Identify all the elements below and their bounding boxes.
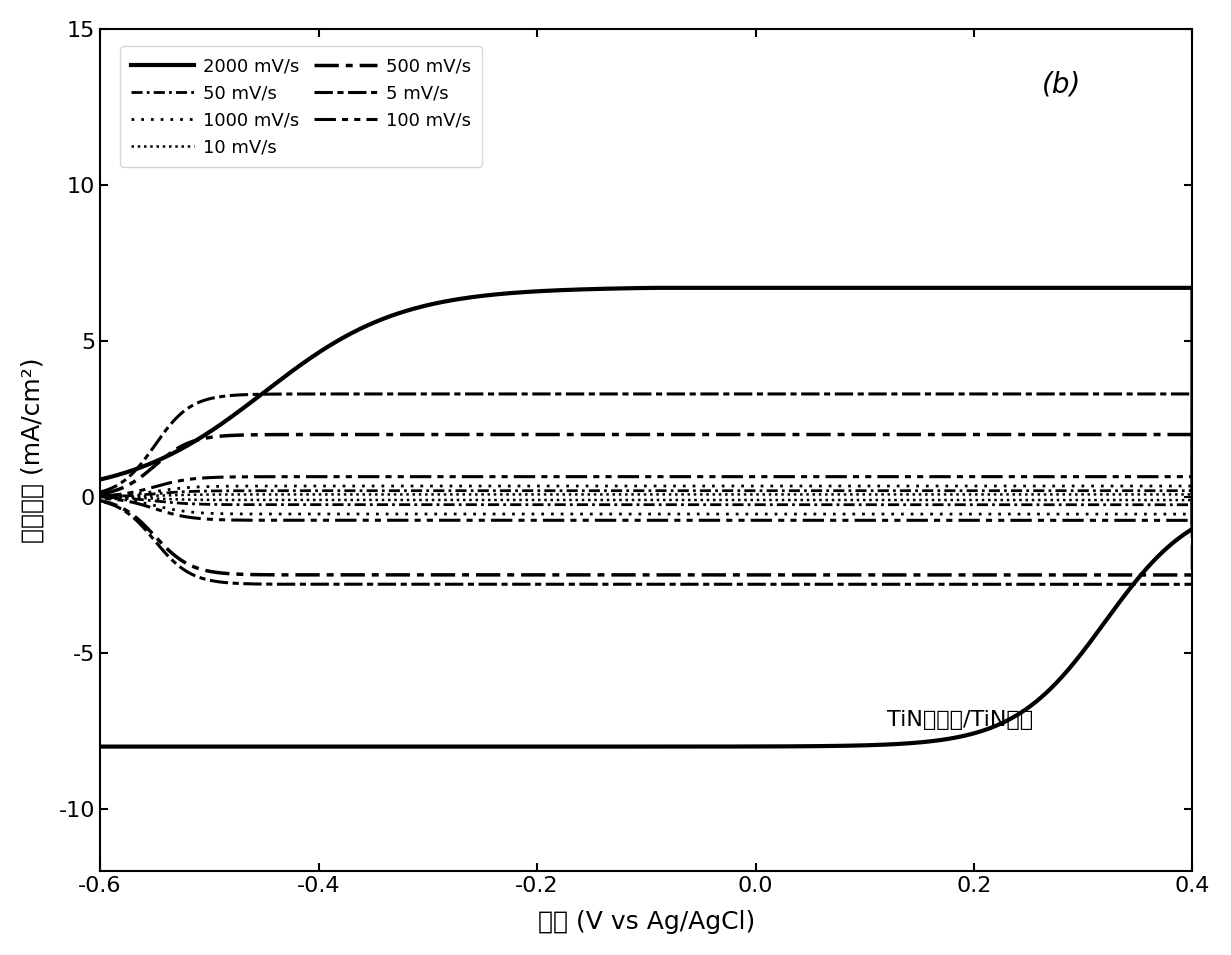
Line: 10 mV/s: 10 mV/s bbox=[100, 495, 1193, 500]
50 mV/s bbox=[92, 492, 107, 503]
500 mV/s bbox=[92, 488, 107, 499]
10 mV/s bbox=[599, 489, 614, 500]
1000 mV/s bbox=[599, 480, 614, 492]
Text: TiN集流体/TiN电极: TiN集流体/TiN电极 bbox=[886, 710, 1033, 730]
Text: (b): (b) bbox=[1041, 71, 1081, 99]
1000 mV/s bbox=[917, 480, 932, 492]
500 mV/s bbox=[92, 495, 107, 506]
50 mV/s bbox=[623, 485, 638, 497]
Line: 500 mV/s: 500 mV/s bbox=[100, 435, 1193, 575]
500 mV/s bbox=[1072, 429, 1087, 440]
500 mV/s bbox=[599, 429, 614, 440]
100 mV/s bbox=[110, 494, 124, 505]
500 mV/s bbox=[623, 429, 638, 440]
2000 mV/s bbox=[599, 283, 614, 294]
Line: 1000 mV/s: 1000 mV/s bbox=[100, 486, 1193, 514]
50 mV/s bbox=[599, 485, 614, 497]
Line: 5 mV/s: 5 mV/s bbox=[100, 394, 1193, 584]
Line: 2000 mV/s: 2000 mV/s bbox=[100, 287, 1193, 747]
100 mV/s bbox=[821, 471, 836, 482]
500 mV/s bbox=[110, 499, 124, 511]
100 mV/s bbox=[1185, 515, 1200, 526]
2000 mV/s bbox=[623, 283, 638, 294]
2000 mV/s bbox=[110, 741, 124, 753]
10 mV/s bbox=[1185, 495, 1200, 506]
500 mV/s bbox=[612, 429, 627, 440]
5 mV/s bbox=[612, 389, 627, 400]
1000 mV/s bbox=[612, 480, 627, 492]
X-axis label: 电压 (V vs Ag/AgCl): 电压 (V vs Ag/AgCl) bbox=[538, 910, 755, 934]
5 mV/s bbox=[1072, 389, 1087, 400]
50 mV/s bbox=[821, 485, 836, 497]
2000 mV/s bbox=[1072, 282, 1087, 293]
5 mV/s bbox=[821, 389, 836, 400]
50 mV/s bbox=[92, 491, 107, 502]
2000 mV/s bbox=[92, 474, 107, 485]
100 mV/s bbox=[599, 471, 614, 482]
100 mV/s bbox=[623, 471, 638, 482]
500 mV/s bbox=[1185, 569, 1200, 581]
5 mV/s bbox=[92, 496, 107, 507]
100 mV/s bbox=[1072, 471, 1087, 482]
5 mV/s bbox=[623, 389, 638, 400]
1000 mV/s bbox=[92, 491, 107, 502]
100 mV/s bbox=[92, 493, 107, 504]
50 mV/s bbox=[110, 492, 124, 503]
5 mV/s bbox=[917, 389, 932, 400]
Line: 50 mV/s: 50 mV/s bbox=[100, 491, 1193, 505]
1000 mV/s bbox=[110, 493, 124, 504]
10 mV/s bbox=[821, 489, 836, 500]
50 mV/s bbox=[1072, 485, 1087, 497]
500 mV/s bbox=[821, 429, 836, 440]
2000 mV/s bbox=[612, 283, 627, 294]
2000 mV/s bbox=[92, 741, 107, 753]
500 mV/s bbox=[917, 429, 932, 440]
50 mV/s bbox=[612, 485, 627, 497]
5 mV/s bbox=[1185, 579, 1200, 590]
10 mV/s bbox=[917, 489, 932, 500]
10 mV/s bbox=[623, 489, 638, 500]
2000 mV/s bbox=[645, 282, 660, 293]
Line: 100 mV/s: 100 mV/s bbox=[100, 477, 1193, 520]
100 mV/s bbox=[917, 471, 932, 482]
1000 mV/s bbox=[92, 492, 107, 503]
100 mV/s bbox=[92, 490, 107, 501]
1000 mV/s bbox=[821, 480, 836, 492]
Legend: 2000 mV/s, 50 mV/s, 1000 mV/s, 10 mV/s, 500 mV/s, 5 mV/s, 100 mV/s: 2000 mV/s, 50 mV/s, 1000 mV/s, 10 mV/s, … bbox=[121, 46, 483, 167]
100 mV/s bbox=[612, 471, 627, 482]
Y-axis label: 电流密度 (mA/cm²): 电流密度 (mA/cm²) bbox=[21, 357, 44, 542]
1000 mV/s bbox=[1185, 508, 1200, 520]
1000 mV/s bbox=[623, 480, 638, 492]
5 mV/s bbox=[92, 486, 107, 498]
2000 mV/s bbox=[917, 282, 932, 293]
5 mV/s bbox=[110, 501, 124, 513]
5 mV/s bbox=[599, 389, 614, 400]
1000 mV/s bbox=[1072, 480, 1087, 492]
10 mV/s bbox=[92, 492, 107, 503]
10 mV/s bbox=[1072, 489, 1087, 500]
10 mV/s bbox=[92, 491, 107, 502]
50 mV/s bbox=[917, 485, 932, 497]
10 mV/s bbox=[612, 489, 627, 500]
50 mV/s bbox=[1185, 499, 1200, 511]
10 mV/s bbox=[110, 492, 124, 503]
